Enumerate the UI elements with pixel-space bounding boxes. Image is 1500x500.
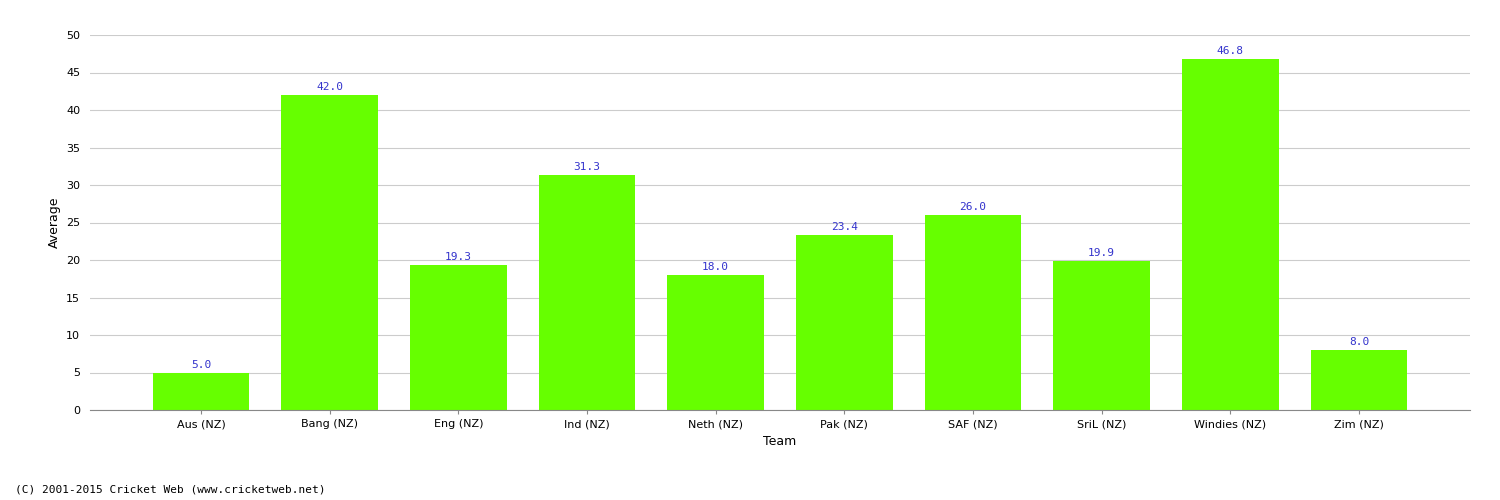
Text: (C) 2001-2015 Cricket Web (www.cricketweb.net): (C) 2001-2015 Cricket Web (www.cricketwe… [15, 485, 326, 495]
Y-axis label: Average: Average [48, 196, 60, 248]
Bar [282, 95, 378, 410]
Text: 46.8: 46.8 [1216, 46, 1243, 56]
Text: 19.9: 19.9 [1088, 248, 1114, 258]
Bar [1311, 350, 1407, 410]
Bar [796, 234, 892, 410]
Text: 42.0: 42.0 [316, 82, 344, 92]
Bar [1053, 260, 1150, 410]
Bar [538, 176, 634, 410]
X-axis label: Team: Team [764, 434, 796, 448]
Bar [153, 372, 249, 410]
Text: 5.0: 5.0 [190, 360, 211, 370]
Bar [668, 275, 764, 410]
Bar [926, 215, 1022, 410]
Text: 31.3: 31.3 [573, 162, 600, 172]
Text: 8.0: 8.0 [1348, 337, 1370, 347]
Text: 19.3: 19.3 [446, 252, 472, 262]
Text: 26.0: 26.0 [960, 202, 987, 212]
Bar [1182, 59, 1278, 410]
Text: 23.4: 23.4 [831, 222, 858, 232]
Text: 18.0: 18.0 [702, 262, 729, 272]
Bar [410, 265, 507, 410]
